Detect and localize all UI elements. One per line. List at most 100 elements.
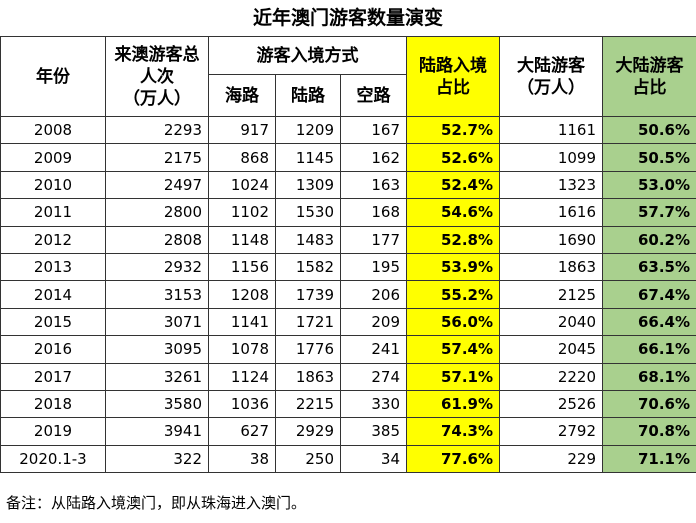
header-total-line1: 来澳游客总 — [114, 44, 200, 65]
cell-mainland: 2040 — [499, 307, 604, 337]
cell-air: 241 — [339, 335, 408, 364]
cell-total: 2175 — [105, 143, 209, 172]
cell-total: 2808 — [105, 225, 209, 254]
cell-mainland-share: 63.5% — [602, 252, 696, 282]
table-row: 2016 3095 1078 1776 241 57.4% 2045 66.1% — [0, 335, 696, 364]
table-row: 2008 2293 917 1209 167 52.7% 1161 50.6% — [0, 115, 696, 145]
table-row: 2014 3153 1208 1739 206 55.2% 2125 67.4% — [0, 280, 696, 309]
cell-mainland: 229 — [499, 444, 604, 474]
cell-mainland-share: 71.1% — [602, 444, 696, 474]
cell-air: 330 — [339, 389, 408, 419]
cell-year: 2011 — [0, 198, 106, 227]
cell-air: 34 — [339, 444, 408, 474]
cell-total: 3095 — [105, 335, 209, 364]
cell-mainland-share: 66.4% — [602, 307, 696, 337]
tourist-table: 年份 来澳游客总 人次 （万人） 游客入境方式 陆路入境 占比 大陆游客 （万人… — [0, 36, 696, 474]
cell-mainland-share: 67.4% — [602, 280, 696, 309]
header-mainland-line1: 大陆游客 — [517, 55, 586, 76]
cell-sea: 627 — [208, 417, 276, 446]
cell-year: 2015 — [0, 307, 106, 337]
cell-sea: 1148 — [208, 225, 276, 254]
cell-mainland-share: 70.6% — [602, 389, 696, 419]
header-year: 年份 — [0, 36, 106, 117]
cell-year: 2009 — [0, 143, 106, 172]
header-mainland-share-line2: 占比 — [632, 77, 667, 98]
cell-year: 2014 — [0, 280, 106, 309]
cell-mainland-share: 50.5% — [602, 143, 696, 172]
header-land-share-line1: 陆路入境 — [419, 55, 488, 76]
cell-sea: 38 — [208, 444, 276, 474]
cell-mainland-share: 57.7% — [602, 198, 696, 227]
header-air: 空路 — [339, 74, 408, 117]
cell-air: 168 — [339, 198, 408, 227]
cell-land-share: 57.1% — [406, 362, 501, 391]
cell-air: 177 — [339, 225, 408, 254]
cell-mainland-share: 70.8% — [602, 417, 696, 446]
cell-land: 1309 — [275, 170, 341, 200]
cell-year: 2019 — [0, 417, 106, 446]
cell-land-share: 55.2% — [406, 280, 501, 309]
cell-mainland: 1616 — [499, 198, 604, 227]
cell-land: 1530 — [275, 198, 341, 227]
cell-mainland: 2220 — [499, 362, 604, 391]
cell-land-share: 52.6% — [406, 143, 501, 172]
cell-total: 2932 — [105, 252, 209, 282]
cell-year: 2018 — [0, 389, 106, 419]
cell-mainland: 1863 — [499, 252, 604, 282]
cell-land-share: 57.4% — [406, 335, 501, 364]
table-body: 2008 2293 917 1209 167 52.7% 1161 50.6% 2009 2175… — [0, 115, 696, 474]
cell-land-share: 52.4% — [406, 170, 501, 200]
cell-total: 3580 — [105, 389, 209, 419]
header-total-line3: （万人） — [123, 88, 191, 109]
cell-year: 2016 — [0, 335, 106, 364]
header-land: 陆路 — [275, 74, 341, 117]
cell-land: 1739 — [275, 280, 341, 309]
cell-land: 2215 — [275, 389, 341, 419]
cell-total: 3941 — [105, 417, 209, 446]
cell-sea: 1024 — [208, 170, 276, 200]
cell-air: 274 — [339, 362, 408, 391]
cell-air: 385 — [339, 417, 408, 446]
cell-land: 1145 — [275, 143, 341, 172]
cell-total: 2800 — [105, 198, 209, 227]
cell-land: 2929 — [275, 417, 341, 446]
cell-sea: 1208 — [208, 280, 276, 309]
cell-mainland-share: 60.2% — [602, 225, 696, 254]
cell-mainland: 2125 — [499, 280, 604, 309]
cell-air: 163 — [339, 170, 408, 200]
table-row: 2012 2808 1148 1483 177 52.8% 1690 60.2% — [0, 225, 696, 254]
table-row: 2018 3580 1036 2215 330 61.9% 2526 70.6% — [0, 389, 696, 419]
cell-sea: 1141 — [208, 307, 276, 337]
cell-land-share: 74.3% — [406, 417, 501, 446]
table-row: 2015 3071 1141 1721 209 56.0% 2040 66.4% — [0, 307, 696, 337]
cell-mainland: 2792 — [499, 417, 604, 446]
table-row: 2017 3261 1124 1863 274 57.1% 2220 68.1% — [0, 362, 696, 391]
footnote: 备注：从陆路入境澳门，即从珠海进入澳门。 — [6, 494, 307, 512]
header-total-line2: 人次 — [140, 66, 174, 87]
cell-mainland: 1161 — [499, 115, 604, 145]
table-row: 2010 2497 1024 1309 163 52.4% 1323 53.0% — [0, 170, 696, 200]
cell-land: 250 — [275, 444, 341, 474]
table-title: 近年澳门游客数量演变 — [252, 7, 443, 29]
cell-land: 1776 — [275, 335, 341, 364]
header-mainland: 大陆游客 （万人） — [499, 36, 604, 117]
cell-land-share: 53.9% — [406, 252, 501, 282]
table-row: 2009 2175 868 1145 162 52.6% 1099 50.5% — [0, 143, 696, 172]
table-row: 2019 3941 627 2929 385 74.3% 2792 70.8% — [0, 417, 696, 446]
header-total: 来澳游客总 人次 （万人） — [105, 36, 209, 117]
cell-land: 1483 — [275, 225, 341, 254]
cell-year: 2012 — [0, 225, 106, 254]
cell-sea: 917 — [208, 115, 276, 145]
cell-land-share: 56.0% — [406, 307, 501, 337]
cell-sea: 1078 — [208, 335, 276, 364]
cell-land-share: 52.8% — [406, 225, 501, 254]
cell-sea: 1036 — [208, 389, 276, 419]
cell-total: 3071 — [105, 307, 209, 337]
cell-land: 1863 — [275, 362, 341, 391]
cell-year: 2017 — [0, 362, 106, 391]
cell-land-share: 77.6% — [406, 444, 501, 474]
cell-total: 2293 — [105, 115, 209, 145]
cell-air: 167 — [339, 115, 408, 145]
cell-land: 1582 — [275, 252, 341, 282]
